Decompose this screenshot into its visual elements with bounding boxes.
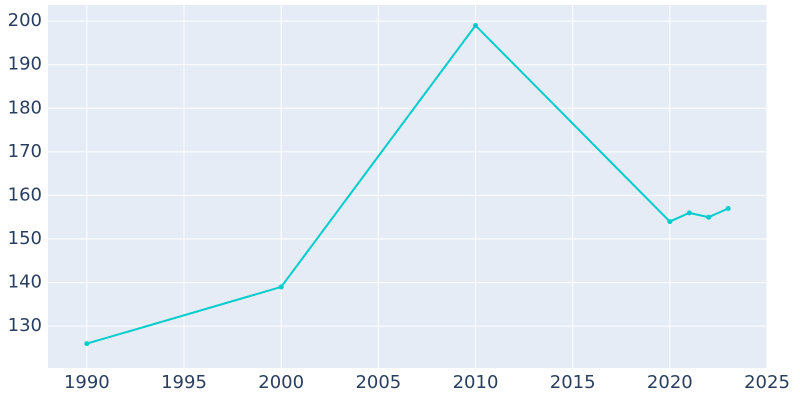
- x-tick-label: 2015: [550, 372, 596, 393]
- y-tick-label: 180: [8, 97, 42, 118]
- y-tick-label: 200: [8, 10, 42, 31]
- x-tick-label: 2025: [744, 372, 790, 393]
- point: [473, 22, 479, 28]
- x-tick-label: 2005: [355, 372, 401, 393]
- x-tick-label: 2020: [647, 372, 693, 393]
- point: [84, 341, 90, 347]
- x-tick-label: 1990: [64, 372, 110, 393]
- y-tick-label: 140: [8, 272, 42, 293]
- y-tick-label: 190: [8, 54, 42, 75]
- y-tick-label: 170: [8, 141, 42, 162]
- plot-area: [48, 5, 767, 368]
- y-tick-label: 130: [8, 315, 42, 336]
- point: [725, 206, 731, 212]
- point: [686, 210, 692, 216]
- y-tick-label: 160: [8, 184, 42, 205]
- x-tick-label: 1995: [161, 372, 207, 393]
- x-tick-label: 2000: [258, 372, 304, 393]
- x-tick-label: 2010: [453, 372, 499, 393]
- point: [706, 214, 712, 220]
- point: [667, 219, 673, 225]
- y-tick-label: 150: [8, 228, 42, 249]
- point: [278, 284, 284, 290]
